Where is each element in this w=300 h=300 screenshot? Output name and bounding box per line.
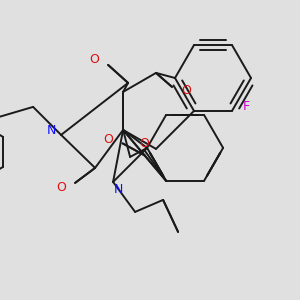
Text: O: O bbox=[139, 137, 149, 150]
Text: O: O bbox=[181, 84, 191, 98]
Text: O: O bbox=[104, 133, 113, 146]
Text: O: O bbox=[89, 53, 99, 66]
Text: N: N bbox=[46, 124, 56, 137]
Text: F: F bbox=[242, 100, 250, 113]
Text: N: N bbox=[113, 183, 123, 196]
Text: O: O bbox=[56, 182, 66, 194]
